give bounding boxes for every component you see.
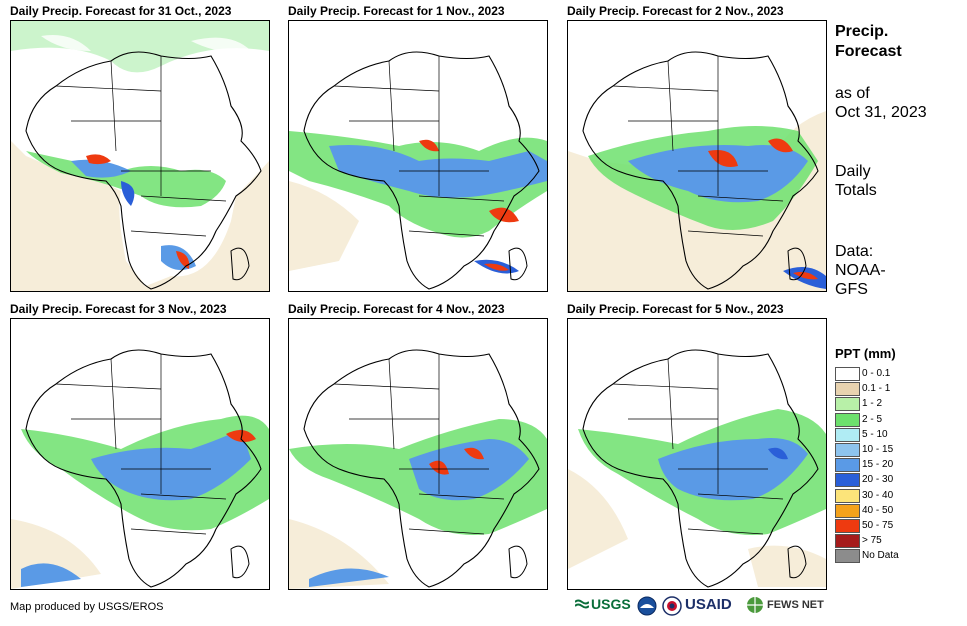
legend-label: No Data [862,550,899,562]
usaid-logo: USAID [685,596,732,613]
legend-swatch [835,412,860,427]
africa-map [568,21,826,291]
fewsnet-logo-text: FEWS NET [767,599,824,611]
legend-swatch [835,488,860,503]
data-line-1: Data: [835,243,874,260]
africa-map [11,319,269,589]
heading-line-1: Precip. [835,23,889,40]
legend-label: 50 - 75 [862,520,894,531]
panel-title: Daily Precip. Forecast for 1 Nov., 2023 [288,4,505,18]
legend-swatch [835,443,860,457]
legend-label: 2 - 5 [862,413,883,425]
precip-map [567,20,827,292]
legend-swatch [835,367,860,381]
fewsnet-logo: FEWS NET [746,596,824,614]
legend-swatch [835,549,860,564]
map-credit: Map produced by USGS/EROS [10,601,164,613]
totals-line-1: Daily [835,163,871,180]
legend-swatch [835,397,860,412]
legend-swatch [835,382,860,397]
precip-map [567,318,827,590]
panel-title: Daily Precip. Forecast for 2 Nov., 2023 [567,4,784,18]
precip-map [10,20,270,292]
africa-map [289,319,547,589]
legend-swatch [835,519,860,533]
legend-label: 15 - 20 [862,459,894,471]
asof-date: Oct 31, 2023 [835,104,927,121]
africa-map [11,21,269,291]
legend-title: PPT (mm) [835,346,896,361]
legend-label: 1 - 2 [862,398,883,410]
noaa-logo [637,596,657,616]
usaid-logo-text: USAID [685,596,732,613]
legend-swatch [835,458,860,473]
legend-label: 20 - 30 [862,474,894,486]
legend-label: 10 - 15 [862,444,894,455]
precip-map [288,20,548,292]
legend-label: 5 - 10 [862,428,888,440]
legend-label: 40 - 50 [862,504,894,516]
panel-title: Daily Precip. Forecast for 3 Nov., 2023 [10,302,227,316]
africa-map [568,319,826,589]
precip-map [288,318,548,590]
panel-title: Daily Precip. Forecast for 5 Nov., 2023 [567,302,784,316]
legend-swatch [835,503,860,518]
legend-swatch [835,473,860,488]
legend-swatch [835,534,860,549]
asof-line-1: as of [835,85,870,102]
data-line-3: GFS [835,281,868,298]
panel-title: Daily Precip. Forecast for 31 Oct., 2023 [10,4,232,18]
legend-label: 30 - 40 [862,489,894,501]
heading-line-2: Forecast [835,43,902,60]
usgs-wave-icon [575,599,589,609]
africa-map [289,21,547,291]
legend-label: > 75 [862,535,882,547]
fewsnet-globe-icon [747,597,763,613]
panel-title: Daily Precip. Forecast for 4 Nov., 2023 [288,302,505,316]
legend-label: 0 - 0.1 [862,368,891,379]
usaid-seal-icon [662,596,682,616]
data-line-2: NOAA- [835,262,886,279]
dhs-logo [662,596,682,616]
legend-swatch [835,427,860,442]
precip-map [10,318,270,590]
totals-line-2: Totals [835,182,877,199]
usgs-logo: USGS [575,596,631,612]
legend-label: 0.1 - 1 [862,383,891,395]
usgs-logo-text: USGS [591,596,631,612]
noaa-seal-icon [637,596,657,616]
